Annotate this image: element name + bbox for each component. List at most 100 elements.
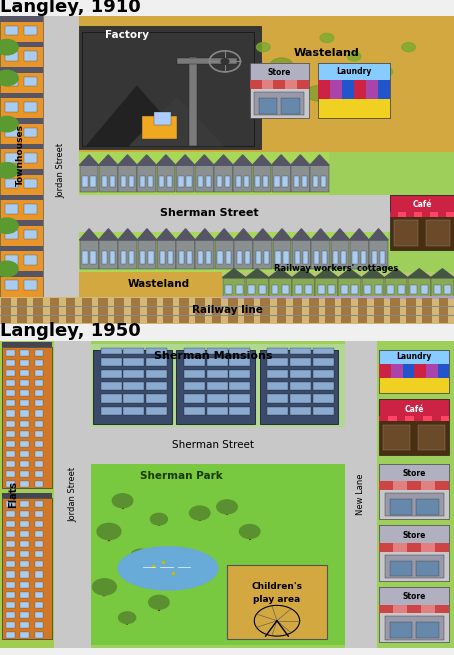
Bar	[24, 153, 37, 163]
Bar	[6, 360, 15, 366]
Bar	[20, 421, 29, 426]
Bar	[129, 252, 134, 264]
Bar	[35, 622, 44, 628]
Bar	[312, 394, 334, 403]
Bar	[439, 298, 449, 323]
Bar	[290, 358, 311, 366]
Text: play area: play area	[253, 595, 301, 604]
Polygon shape	[118, 229, 138, 240]
Bar	[421, 605, 435, 614]
Text: Wasteland: Wasteland	[128, 279, 190, 290]
Bar	[178, 176, 183, 187]
Bar	[35, 441, 44, 447]
Bar	[54, 341, 91, 648]
Bar	[35, 500, 44, 507]
Bar	[415, 212, 422, 217]
Bar	[6, 481, 15, 487]
Circle shape	[0, 261, 18, 276]
Bar	[267, 394, 288, 403]
Bar	[2, 346, 52, 489]
Bar	[313, 176, 318, 187]
Bar	[416, 499, 439, 515]
Bar	[290, 407, 311, 415]
Bar	[207, 348, 228, 354]
Bar	[146, 394, 167, 403]
Circle shape	[0, 70, 18, 86]
Bar	[6, 380, 15, 386]
Bar	[385, 493, 444, 516]
Bar	[432, 416, 441, 421]
Bar	[35, 400, 44, 407]
Bar	[142, 116, 177, 139]
Bar	[35, 350, 44, 356]
Bar	[110, 252, 115, 264]
Bar	[229, 382, 250, 390]
Bar	[20, 602, 29, 608]
Bar	[283, 252, 289, 264]
Text: Sherman Mansions: Sherman Mansions	[154, 351, 273, 361]
Bar	[82, 32, 254, 145]
Bar	[267, 382, 288, 390]
Bar	[379, 416, 388, 421]
Bar	[0, 16, 50, 297]
Polygon shape	[99, 155, 118, 165]
Polygon shape	[87, 86, 189, 145]
Polygon shape	[291, 155, 310, 165]
Bar	[79, 26, 261, 149]
Polygon shape	[361, 269, 385, 278]
Bar	[421, 543, 435, 552]
Bar	[147, 298, 157, 323]
Bar	[423, 298, 432, 323]
Text: Laundry: Laundry	[397, 352, 432, 361]
Text: Store: Store	[267, 68, 291, 77]
Bar	[79, 152, 329, 195]
Circle shape	[0, 39, 18, 55]
Bar	[379, 399, 449, 417]
Bar	[351, 286, 358, 293]
Bar	[6, 390, 15, 396]
Bar	[20, 612, 29, 618]
Bar	[101, 370, 122, 379]
Bar	[43, 16, 79, 297]
Bar	[245, 252, 250, 264]
Bar	[275, 252, 281, 264]
Bar	[267, 407, 288, 415]
Bar	[148, 252, 153, 264]
Text: Jordan Street: Jordan Street	[68, 467, 77, 522]
Bar	[259, 98, 277, 113]
Bar	[35, 591, 44, 598]
Polygon shape	[222, 269, 246, 278]
Bar	[416, 561, 439, 576]
Bar	[146, 382, 167, 390]
Circle shape	[118, 612, 136, 624]
Bar	[379, 481, 393, 491]
Bar	[35, 582, 44, 588]
Bar	[20, 541, 29, 547]
Bar	[163, 298, 173, 323]
Bar	[123, 358, 144, 366]
Bar	[406, 298, 416, 323]
Bar	[79, 272, 454, 297]
Bar	[66, 298, 75, 323]
Bar	[295, 286, 301, 293]
Polygon shape	[79, 229, 99, 240]
Bar	[229, 348, 250, 354]
Bar	[79, 16, 454, 324]
Bar	[0, 119, 43, 124]
Bar	[408, 278, 430, 297]
Bar	[6, 541, 15, 547]
Bar	[99, 240, 118, 269]
Bar	[350, 240, 369, 269]
Bar	[123, 382, 144, 390]
Bar	[91, 427, 345, 464]
Bar	[282, 286, 289, 293]
Circle shape	[240, 525, 260, 538]
Bar	[184, 358, 205, 366]
Bar	[250, 63, 309, 81]
Bar	[179, 298, 189, 323]
Bar	[358, 298, 367, 323]
Bar	[138, 240, 157, 269]
Bar	[345, 341, 377, 648]
Bar	[379, 525, 449, 581]
Bar	[295, 252, 300, 264]
